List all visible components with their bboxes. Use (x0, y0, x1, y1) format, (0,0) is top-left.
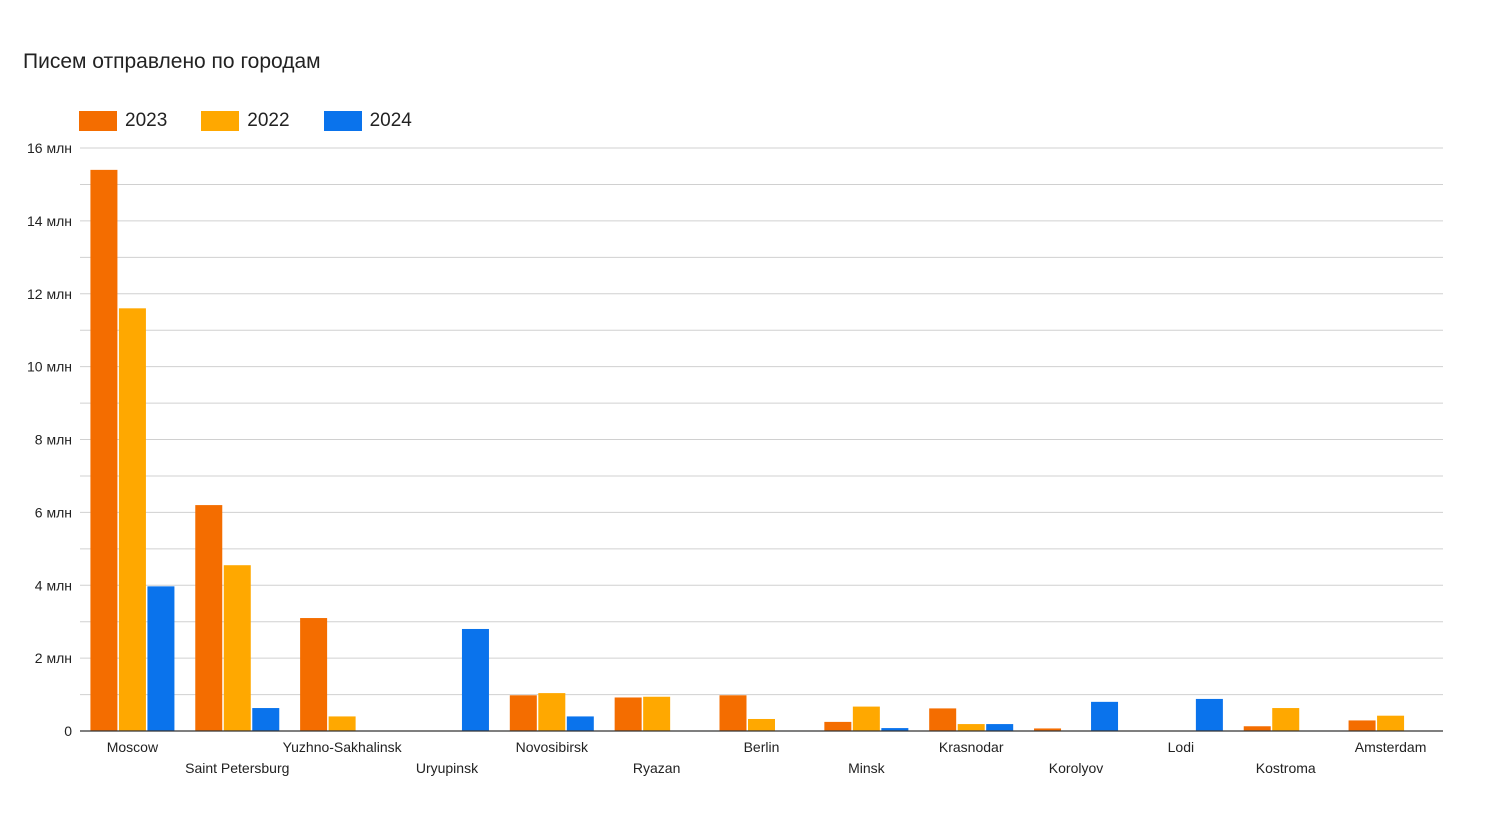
x-category-label: Amsterdam (1355, 739, 1427, 755)
bar-2024-novosibirsk[interactable] (566, 716, 594, 731)
bar-2023-novosibirsk[interactable] (509, 695, 537, 731)
bar-2024-uryupinsk[interactable] (461, 628, 489, 731)
x-category-label: Yuzhno-Sakhalinsk (283, 739, 403, 755)
bar-2022-krasnodar[interactable] (957, 724, 985, 731)
legend-swatch-2022 (201, 111, 240, 131)
bar-2022-yuzhno-sakhalinsk[interactable] (328, 716, 356, 731)
bar-2023-yuzhno-sakhalinsk[interactable] (300, 618, 328, 731)
x-axis-category-labels: Moscow Saint Petersburg Yuzhno-Sakhalinsk U… (107, 739, 1427, 776)
x-category-label: Berlin (744, 739, 780, 755)
x-category-label: Minsk (848, 760, 886, 776)
legend-item-2024[interactable]: 2024 (323, 110, 412, 132)
bar-2023-kostroma[interactable] (1243, 726, 1271, 731)
grid-lines (80, 147, 1443, 696)
y-tick-label: 12 млн (27, 286, 72, 302)
bar-2022-minsk[interactable] (852, 706, 880, 731)
bar-2023-minsk[interactable] (824, 721, 852, 731)
y-tick-label: 6 млн (35, 504, 72, 520)
bar-2024-saint-petersburg[interactable] (252, 708, 280, 731)
x-category-label: Krasnodar (939, 739, 1004, 755)
x-category-label: Ryazan (633, 760, 680, 776)
bar-2024-korolyov[interactable] (1091, 701, 1119, 731)
x-category-label: Saint Petersburg (185, 760, 289, 776)
bar-2022-ryazan[interactable] (643, 696, 671, 731)
x-category-label: Uryupinsk (416, 760, 479, 776)
x-category-label: Moscow (107, 739, 159, 755)
y-tick-label: 4 млн (35, 577, 72, 593)
bar-2023-krasnodar[interactable] (929, 708, 957, 731)
legend-label-2024: 2024 (369, 110, 412, 131)
y-tick-label: 0 (64, 723, 72, 739)
bar-2022-saint-petersburg[interactable] (223, 565, 251, 731)
bar-2024-lodi[interactable] (1195, 698, 1223, 731)
bar-2023-ryazan[interactable] (614, 697, 642, 731)
bar-2024-krasnodar[interactable] (986, 724, 1014, 731)
bar-2023-korolyov[interactable] (1034, 728, 1062, 731)
y-tick-label: 10 млн (27, 359, 72, 375)
bar-2023-amsterdam[interactable] (1348, 720, 1376, 731)
y-tick-label: 2 млн (35, 650, 72, 666)
legend: 2023 2022 2024 (79, 108, 446, 134)
y-tick-label: 16 млн (27, 140, 72, 156)
bar-2022-kostroma[interactable] (1272, 708, 1300, 731)
legend-swatch-2024 (323, 111, 362, 131)
bar-2023-berlin[interactable] (719, 695, 747, 731)
legend-label-2022: 2022 (247, 110, 290, 131)
bar-2022-amsterdam[interactable] (1377, 715, 1405, 731)
y-axis-tick-labels: 0 2 млн 4 млн 6 млн 8 млн 10 млн 12 млн 14 млн 1… (27, 140, 72, 739)
x-category-label: Korolyov (1049, 760, 1103, 776)
bar-2024-moscow[interactable] (147, 586, 175, 731)
bar-2022-novosibirsk[interactable] (538, 693, 566, 731)
bar-2023-moscow[interactable] (90, 169, 118, 732)
bars (90, 169, 1405, 732)
legend-item-2023[interactable]: 2023 (79, 110, 167, 132)
legend-label-2023: 2023 (125, 110, 168, 131)
chart-title: Писем отправлено по городам (23, 50, 321, 73)
legend-swatch-2023 (79, 111, 117, 131)
legend-item-2022[interactable]: 2022 (201, 110, 290, 132)
bar-2024-minsk[interactable] (881, 728, 909, 731)
x-category-label: Novosibirsk (516, 739, 589, 755)
x-category-label: Kostroma (1256, 760, 1316, 776)
bar-2022-moscow[interactable] (118, 308, 146, 731)
x-category-label: Lodi (1168, 739, 1194, 755)
y-tick-label: 14 млн (27, 213, 72, 229)
y-tick-label: 8 млн (35, 432, 72, 448)
bar-2022-berlin[interactable] (748, 718, 775, 731)
bar-2023-saint-petersburg[interactable] (195, 505, 223, 731)
